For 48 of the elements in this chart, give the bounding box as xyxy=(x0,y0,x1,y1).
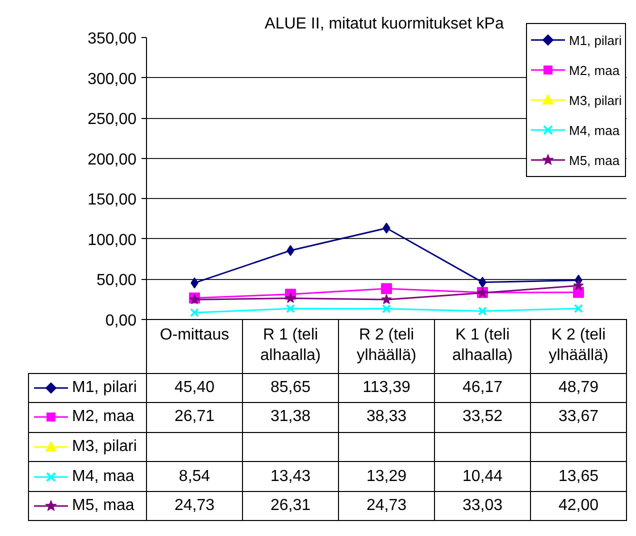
x-tick-label: K 2 (teli ylhäällä) xyxy=(548,326,608,364)
data-label: 10,44 xyxy=(434,462,530,492)
y-tick-label: 0,00 xyxy=(105,312,137,330)
data-label: 8,54 xyxy=(146,462,242,492)
point xyxy=(381,294,392,304)
legend-label: M1, pilari xyxy=(569,32,622,48)
data-label: 26,31 xyxy=(242,491,338,521)
y-tick-label: 300,00 xyxy=(88,70,137,88)
data-label: 13,65 xyxy=(530,462,626,492)
y-tick-label: 250,00 xyxy=(88,111,137,128)
data-label: 38,33 xyxy=(338,402,434,432)
data-label: 45,40 xyxy=(146,373,242,403)
y-tick-label: 100,00 xyxy=(88,232,137,249)
data-label: 113,39 xyxy=(338,373,434,403)
data-label: 42,00 xyxy=(530,491,626,521)
data-label: 33,67 xyxy=(530,402,626,432)
data-label: 46,17 xyxy=(434,373,530,403)
y-tick-label: 200,00 xyxy=(88,151,137,168)
data-label: 13,43 xyxy=(242,462,338,492)
data-label: 31,38 xyxy=(242,402,338,432)
legend-label: M3, pilari xyxy=(569,92,622,108)
data-label: 48,79 xyxy=(530,373,626,403)
x-tick-label: O-mittaus xyxy=(160,326,230,344)
legend-label: M2, maa xyxy=(569,62,620,78)
data-label: 26,71 xyxy=(146,402,242,432)
data-label: 24,73 xyxy=(146,491,242,521)
point xyxy=(285,292,296,303)
point xyxy=(478,306,488,316)
y-tick-label: 350,00 xyxy=(88,30,137,48)
y-tick-label: 50,00 xyxy=(96,272,137,290)
y-tick-label: 150,00 xyxy=(88,192,137,209)
point xyxy=(286,304,296,314)
data-label: 24,73 xyxy=(338,491,434,521)
data-label: 33,52 xyxy=(434,402,530,432)
point xyxy=(574,304,584,314)
point xyxy=(573,280,584,290)
data-label: 13,29 xyxy=(338,462,434,492)
x-tick-label: R 2 (teli ylhäällä) xyxy=(356,326,416,364)
legend-label: M4, maa xyxy=(569,122,620,138)
data-label: 85,65 xyxy=(242,373,338,403)
x-tick-label: R 1 (teli alhaalla) xyxy=(260,326,321,364)
point xyxy=(382,304,392,314)
data-label: 33,03 xyxy=(434,491,530,521)
chart-title: ALUE II, mitatut kuormitukset kPa xyxy=(264,16,504,32)
point xyxy=(190,308,200,318)
point xyxy=(381,283,392,294)
x-tick-label: K 1 (teli alhaalla) xyxy=(452,326,513,364)
legend-label: M5, maa xyxy=(569,152,620,168)
